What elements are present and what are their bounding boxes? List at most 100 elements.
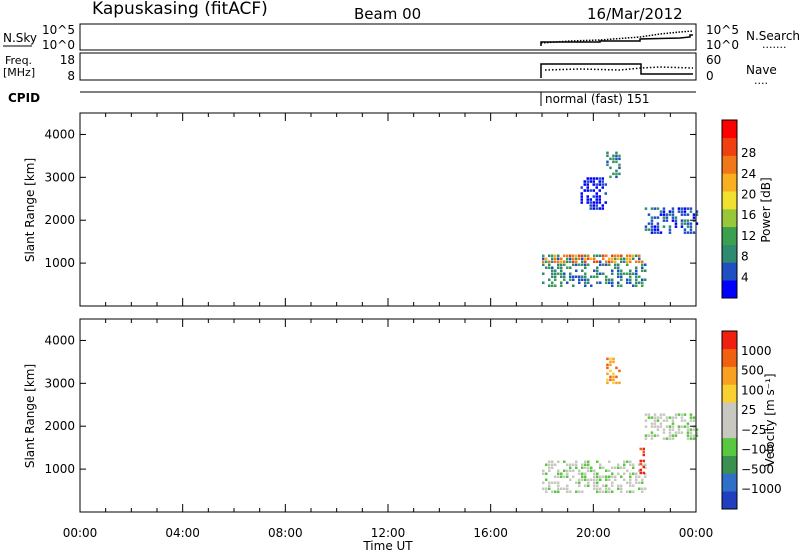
power-colorbar-tick: 24 xyxy=(741,167,756,181)
velocity-colorbar-tick: 500 xyxy=(741,364,764,378)
freq-tick-bottom: 8 xyxy=(67,69,75,83)
power-colorbar-swatch xyxy=(722,173,737,192)
time-axis-title: Time UT xyxy=(362,539,413,553)
nave-label: Nave xyxy=(746,63,777,77)
velocity-colorbar-swatch xyxy=(722,455,737,474)
velocity-ytick-label: 4000 xyxy=(44,333,75,347)
power-colorbar-frame xyxy=(721,119,738,299)
power-data xyxy=(542,151,699,287)
velocity-colorbar-tick: −500 xyxy=(741,462,774,476)
freq-tick-top: 18 xyxy=(60,53,75,67)
velocity-ylabel: Slant Range [km] xyxy=(23,364,37,468)
time-tick-label: 12:00 xyxy=(371,526,406,540)
time-axis-labels: 00:00 04:00 08:00 12:00 16:00 20:00 00:00 xyxy=(63,526,714,540)
nsky-tick-top: 10^5 xyxy=(42,23,75,37)
velocity-ytick-label: 3000 xyxy=(44,376,75,390)
time-tick-label: 00:00 xyxy=(679,526,714,540)
velocity-region-1 xyxy=(644,413,699,440)
power-colorbar-tick: 28 xyxy=(741,146,756,160)
power-ytick-label: 4000 xyxy=(44,127,75,141)
velocity-colorbar-tick: −1000 xyxy=(741,482,782,496)
power-colorbar-swatch xyxy=(722,280,737,299)
nave-tick-top: 60 xyxy=(706,53,721,67)
freq-series xyxy=(540,63,694,78)
power-ytick-label: 3000 xyxy=(44,170,75,184)
velocity-colorbar-swatch xyxy=(722,348,737,367)
power-region-4 xyxy=(580,177,607,210)
power-yticks: 1000 2000 3000 4000 xyxy=(44,127,696,270)
nave-line-sample: .... xyxy=(754,74,768,87)
power-ytick-label: 2000 xyxy=(44,213,75,227)
power-colorbar-tick: 20 xyxy=(741,188,756,202)
nsearch-tick-bottom: 10^0 xyxy=(706,38,739,52)
freq-panel-frame xyxy=(79,52,697,81)
power-colorbar-label: Power [dB] xyxy=(759,177,773,242)
power-region-3 xyxy=(606,151,621,179)
velocity-colorbar-swatch xyxy=(722,331,737,350)
power-ylabel: Slant Range [km] xyxy=(23,158,37,262)
nsky-series xyxy=(540,30,694,46)
cpid-label: CPID xyxy=(8,91,40,105)
power-colorbar-tick: 12 xyxy=(741,229,756,243)
power-colorbar-ticks: 4 8 12 16 20 24 28 xyxy=(741,146,756,284)
power-colorbar-swatch xyxy=(722,262,737,281)
velocity-xticks xyxy=(79,319,697,512)
cpid-mode-text: normal (fast) 151 xyxy=(545,92,649,106)
velocity-colorbar-swatch xyxy=(722,420,737,439)
nave-tick-bottom: 0 xyxy=(706,69,714,83)
time-tick-label: 08:00 xyxy=(268,526,303,540)
nsky-label: N.Sky xyxy=(3,31,37,45)
velocity-colorbar-tick: −25 xyxy=(741,423,766,437)
velocity-panel: 1000 2000 3000 4000 00:00 04:00 08:00 12:00 16:… xyxy=(23,318,714,553)
velocity-yticks: 1000 2000 3000 4000 xyxy=(44,333,696,476)
velocity-data xyxy=(542,357,699,493)
velocity-colorbar: 1000 500 100 25 −25 −100 −500 −1000 Velocity [m… xyxy=(721,330,782,510)
velocity-colorbar-ticks: 1000 500 100 25 −25 −100 −500 −1000 xyxy=(741,344,782,496)
nsky-tick-bottom: 10^0 xyxy=(42,38,75,52)
velocity-panel-frame xyxy=(79,318,697,513)
power-region-2 xyxy=(644,207,699,234)
power-colorbar-swatches xyxy=(722,120,737,299)
station-title: Kapuskasing (fitACF) xyxy=(92,0,268,19)
time-tick-label: 04:00 xyxy=(165,526,200,540)
power-colorbar-tick: 8 xyxy=(741,250,749,264)
power-xticks xyxy=(79,113,697,306)
velocity-colorbar-swatches xyxy=(722,331,737,510)
velocity-region-0 xyxy=(542,460,647,493)
power-colorbar-swatch xyxy=(722,226,737,245)
velocity-colorbar-swatch xyxy=(722,491,737,510)
freq-label: Freq. xyxy=(5,54,32,67)
velocity-colorbar-label: Velocity [m s⁻¹] xyxy=(763,373,777,466)
velocity-colorbar-swatch xyxy=(722,366,737,385)
velocity-region-2 xyxy=(606,357,621,385)
velocity-region-3 xyxy=(639,447,645,475)
beam-title: Beam 00 xyxy=(354,5,421,23)
nsearch-label: N.Search xyxy=(746,29,800,43)
power-colorbar: 4 8 12 16 20 24 28 Power [dB] xyxy=(721,119,773,299)
velocity-colorbar-swatch xyxy=(722,437,737,456)
power-colorbar-swatch xyxy=(722,155,737,174)
power-colorbar-tick: 16 xyxy=(741,208,756,222)
velocity-colorbar-tick: 25 xyxy=(741,403,756,417)
power-colorbar-swatch xyxy=(722,191,737,210)
velocity-colorbar-tick: 1000 xyxy=(741,344,772,358)
nsearch-line-sample: ....... xyxy=(762,38,786,51)
date-title: 16/Mar/2012 xyxy=(587,5,683,23)
nsearch-tick-top: 10^5 xyxy=(706,23,739,37)
power-colorbar-swatch xyxy=(722,244,737,263)
freq-unit-label: [MHz] xyxy=(3,66,35,79)
velocity-ytick-label: 2000 xyxy=(44,419,75,433)
power-colorbar-tick: 4 xyxy=(741,270,749,284)
power-panel: 1000 2000 3000 4000 Slant Range [km] xyxy=(23,112,699,307)
power-colorbar-swatch xyxy=(722,209,737,228)
power-ytick-label: 1000 xyxy=(44,256,75,270)
time-tick-label: 16:00 xyxy=(473,526,508,540)
velocity-colorbar-swatch xyxy=(722,402,737,421)
time-tick-label: 20:00 xyxy=(576,526,611,540)
velocity-colorbar-swatch xyxy=(722,384,737,403)
power-colorbar-swatch xyxy=(722,120,737,139)
velocity-colorbar-tick: −100 xyxy=(741,443,774,457)
velocity-colorbar-swatch xyxy=(722,473,737,492)
velocity-ytick-label: 1000 xyxy=(44,462,75,476)
